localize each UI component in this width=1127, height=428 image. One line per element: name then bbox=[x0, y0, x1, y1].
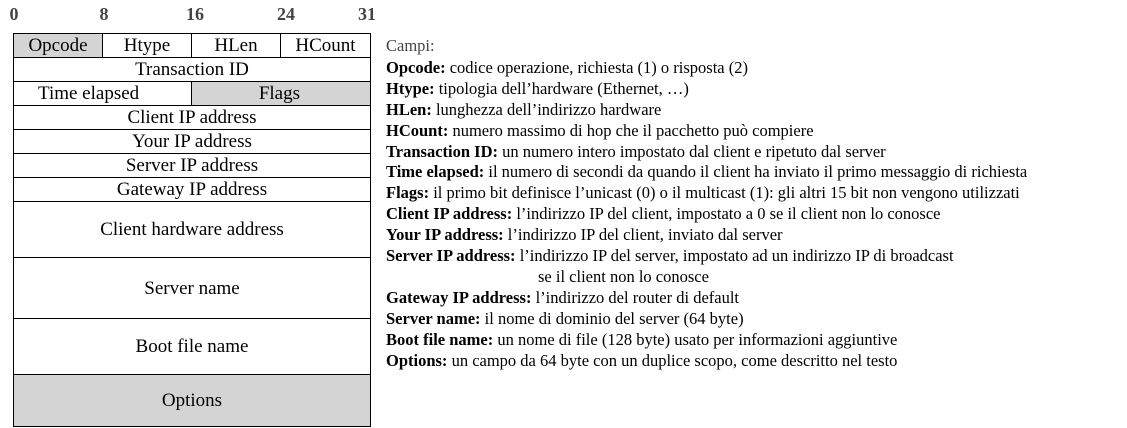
desc-transaction-id: Transaction ID: un numero intero imposta… bbox=[386, 142, 1121, 163]
desc-hcount: HCount: numero massimo di hop che il pac… bbox=[386, 121, 1121, 142]
desc-text: un nome di file (128 byte) usato per inf… bbox=[493, 329, 898, 349]
desc-key: Client IP address: bbox=[386, 204, 513, 224]
field-flags: Flags bbox=[192, 82, 370, 105]
field-hcount: HCount bbox=[295, 35, 356, 56]
desc-key: Server IP address: bbox=[386, 246, 516, 266]
bit-tick-16: 16 bbox=[186, 4, 204, 24]
desc-key: Htype: bbox=[386, 78, 435, 98]
packet-row-server-name: Server name bbox=[14, 258, 370, 319]
desc-text: lunghezza dell’indirizzo hardware bbox=[431, 99, 662, 119]
desc-server-ip-continuation: se il client non lo conosce bbox=[538, 266, 709, 286]
field-gateway-ip-address: Gateway IP address bbox=[116, 179, 268, 200]
packet-row-server-ip: Server IP address bbox=[14, 154, 370, 178]
bit-tick-8: 8 bbox=[99, 4, 109, 24]
desc-key: Transaction ID: bbox=[386, 141, 498, 161]
packet-row-transaction: Transaction ID bbox=[14, 58, 370, 82]
field-server-name: Server name bbox=[144, 277, 240, 299]
desc-server-name: Server name: il nome di dominio del serv… bbox=[386, 309, 1121, 330]
desc-gateway-ip: Gateway IP address: l’indirizzo del rout… bbox=[386, 288, 1121, 309]
desc-key: Boot file name: bbox=[386, 329, 494, 349]
desc-time-elapsed: Time elapsed: il numero di secondi da qu… bbox=[386, 162, 1121, 183]
field-client-ip-address: Client IP address bbox=[127, 107, 257, 128]
field-server-ip-address: Server IP address bbox=[125, 155, 259, 176]
desc-key: HLen: bbox=[386, 99, 432, 119]
packet-row-client-hw: Client hardware address bbox=[14, 202, 370, 258]
desc-key: Opcode: bbox=[386, 57, 446, 77]
desc-key: Server name: bbox=[386, 308, 481, 328]
desc-text: l’indirizzo IP del client, inviato dal s… bbox=[503, 225, 783, 245]
desc-opcode: Opcode: codice operazione, richiesta (1)… bbox=[386, 58, 1121, 79]
packet-row-your-ip: Your IP address bbox=[14, 130, 370, 154]
field-time-elapsed: Time elapsed bbox=[14, 82, 192, 105]
desc-boot-file-name: Boot file name: un nome di file (128 byt… bbox=[386, 330, 1121, 351]
desc-key: Time elapsed: bbox=[386, 162, 485, 182]
desc-text: un campo da 64 byte con un duplice scopo… bbox=[447, 350, 898, 370]
field-hlen: HLen bbox=[192, 34, 281, 57]
descriptions-header: Campi: bbox=[386, 36, 435, 55]
desc-flags: Flags: il primo bit definisce l’unicast … bbox=[386, 183, 1121, 204]
desc-key: HCount: bbox=[386, 120, 449, 140]
desc-text: il numero di secondi da quando il client… bbox=[484, 162, 1028, 182]
field-descriptions: Campi: Opcode: codice operazione, richie… bbox=[386, 36, 1121, 372]
field-transaction-id: Transaction ID bbox=[135, 59, 249, 80]
field-boot-file-name: Boot file name bbox=[135, 336, 249, 357]
desc-text: numero massimo di hop che il pacchetto p… bbox=[448, 120, 814, 140]
packet-row-boot-file: Boot file name bbox=[14, 319, 370, 375]
desc-text: tipologia dell’hardware (Ethernet, …) bbox=[434, 78, 689, 98]
field-opcode: Opcode bbox=[14, 34, 103, 57]
desc-key: Gateway IP address: bbox=[386, 287, 532, 307]
field-options: Options bbox=[14, 375, 370, 426]
bit-tick-0: 0 bbox=[9, 4, 19, 24]
packet-row-options: Options bbox=[14, 375, 370, 426]
bit-tick-31: 31 bbox=[358, 4, 376, 24]
desc-key: Flags: bbox=[386, 183, 430, 203]
desc-text: l’indirizzo IP del client, impostato a 0… bbox=[512, 204, 941, 224]
desc-options: Options: un campo da 64 byte con un dupl… bbox=[386, 351, 1121, 372]
field-your-ip-address: Your IP address bbox=[132, 131, 252, 152]
desc-text: un numero intero impostato dal client e … bbox=[498, 141, 886, 161]
desc-key: Options: bbox=[386, 350, 448, 370]
packet-row-gateway-ip: Gateway IP address bbox=[14, 178, 370, 202]
desc-server-ip: Server IP address: l’indirizzo IP del se… bbox=[386, 246, 1121, 267]
desc-text: codice operazione, richiesta (1) o rispo… bbox=[445, 57, 748, 77]
desc-text: l’indirizzo IP del server, impostato ad … bbox=[515, 246, 954, 266]
packet-row-time-flags: Time elapsed Flags bbox=[14, 82, 370, 106]
desc-hlen: HLen: lunghezza dell’indirizzo hardware bbox=[386, 100, 1121, 121]
packet-row-client-ip: Client IP address bbox=[14, 106, 370, 130]
field-htype: Htype bbox=[103, 34, 192, 57]
desc-key: Your IP address: bbox=[386, 225, 504, 245]
field-client-hardware-address: Client hardware address bbox=[100, 219, 284, 240]
desc-text: l’indirizzo del router di default bbox=[531, 287, 740, 307]
desc-htype: Htype: tipologia dell’hardware (Ethernet… bbox=[386, 79, 1121, 100]
dhcp-packet-format: Opcode Htype HLen HCount Transaction ID … bbox=[13, 33, 371, 427]
packet-row-header: Opcode Htype HLen HCount bbox=[14, 34, 370, 58]
desc-client-ip: Client IP address: l’indirizzo IP del cl… bbox=[386, 204, 1121, 225]
bit-ruler: 0 8 16 24 31 bbox=[0, 4, 380, 26]
desc-text: il primo bit definisce l’unicast (0) o i… bbox=[429, 183, 1020, 203]
bit-tick-24: 24 bbox=[277, 4, 295, 24]
desc-text: il nome di dominio del server (64 byte) bbox=[480, 308, 744, 328]
desc-your-ip: Your IP address: l’indirizzo IP del clie… bbox=[386, 225, 1121, 246]
